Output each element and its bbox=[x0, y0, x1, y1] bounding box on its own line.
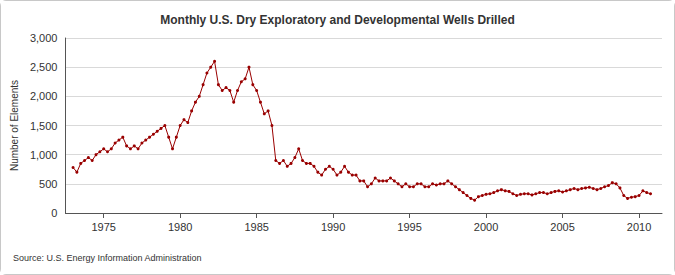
svg-text:1,500: 1,500 bbox=[30, 120, 58, 132]
svg-text:2000: 2000 bbox=[474, 221, 498, 233]
svg-text:2,000: 2,000 bbox=[30, 90, 58, 102]
svg-text:2005: 2005 bbox=[550, 221, 574, 233]
svg-text:0: 0 bbox=[51, 207, 57, 219]
svg-text:1,000: 1,000 bbox=[30, 149, 58, 161]
svg-text:1975: 1975 bbox=[91, 221, 115, 233]
svg-text:Source: U.S. Energy Informatio: Source: U.S. Energy Information Administ… bbox=[13, 253, 202, 263]
svg-text:500: 500 bbox=[39, 178, 57, 190]
svg-text:2,500: 2,500 bbox=[30, 61, 58, 73]
svg-text:Monthly U.S. Dry Exploratory a: Monthly U.S. Dry Exploratory and Develop… bbox=[160, 13, 515, 27]
svg-text:1980: 1980 bbox=[168, 221, 192, 233]
svg-text:3,000: 3,000 bbox=[30, 32, 58, 44]
svg-text:1995: 1995 bbox=[397, 221, 421, 233]
svg-text:1990: 1990 bbox=[321, 221, 345, 233]
svg-text:Number of Elements: Number of Elements bbox=[9, 80, 20, 171]
svg-text:2010: 2010 bbox=[627, 221, 651, 233]
svg-text:1985: 1985 bbox=[244, 221, 268, 233]
